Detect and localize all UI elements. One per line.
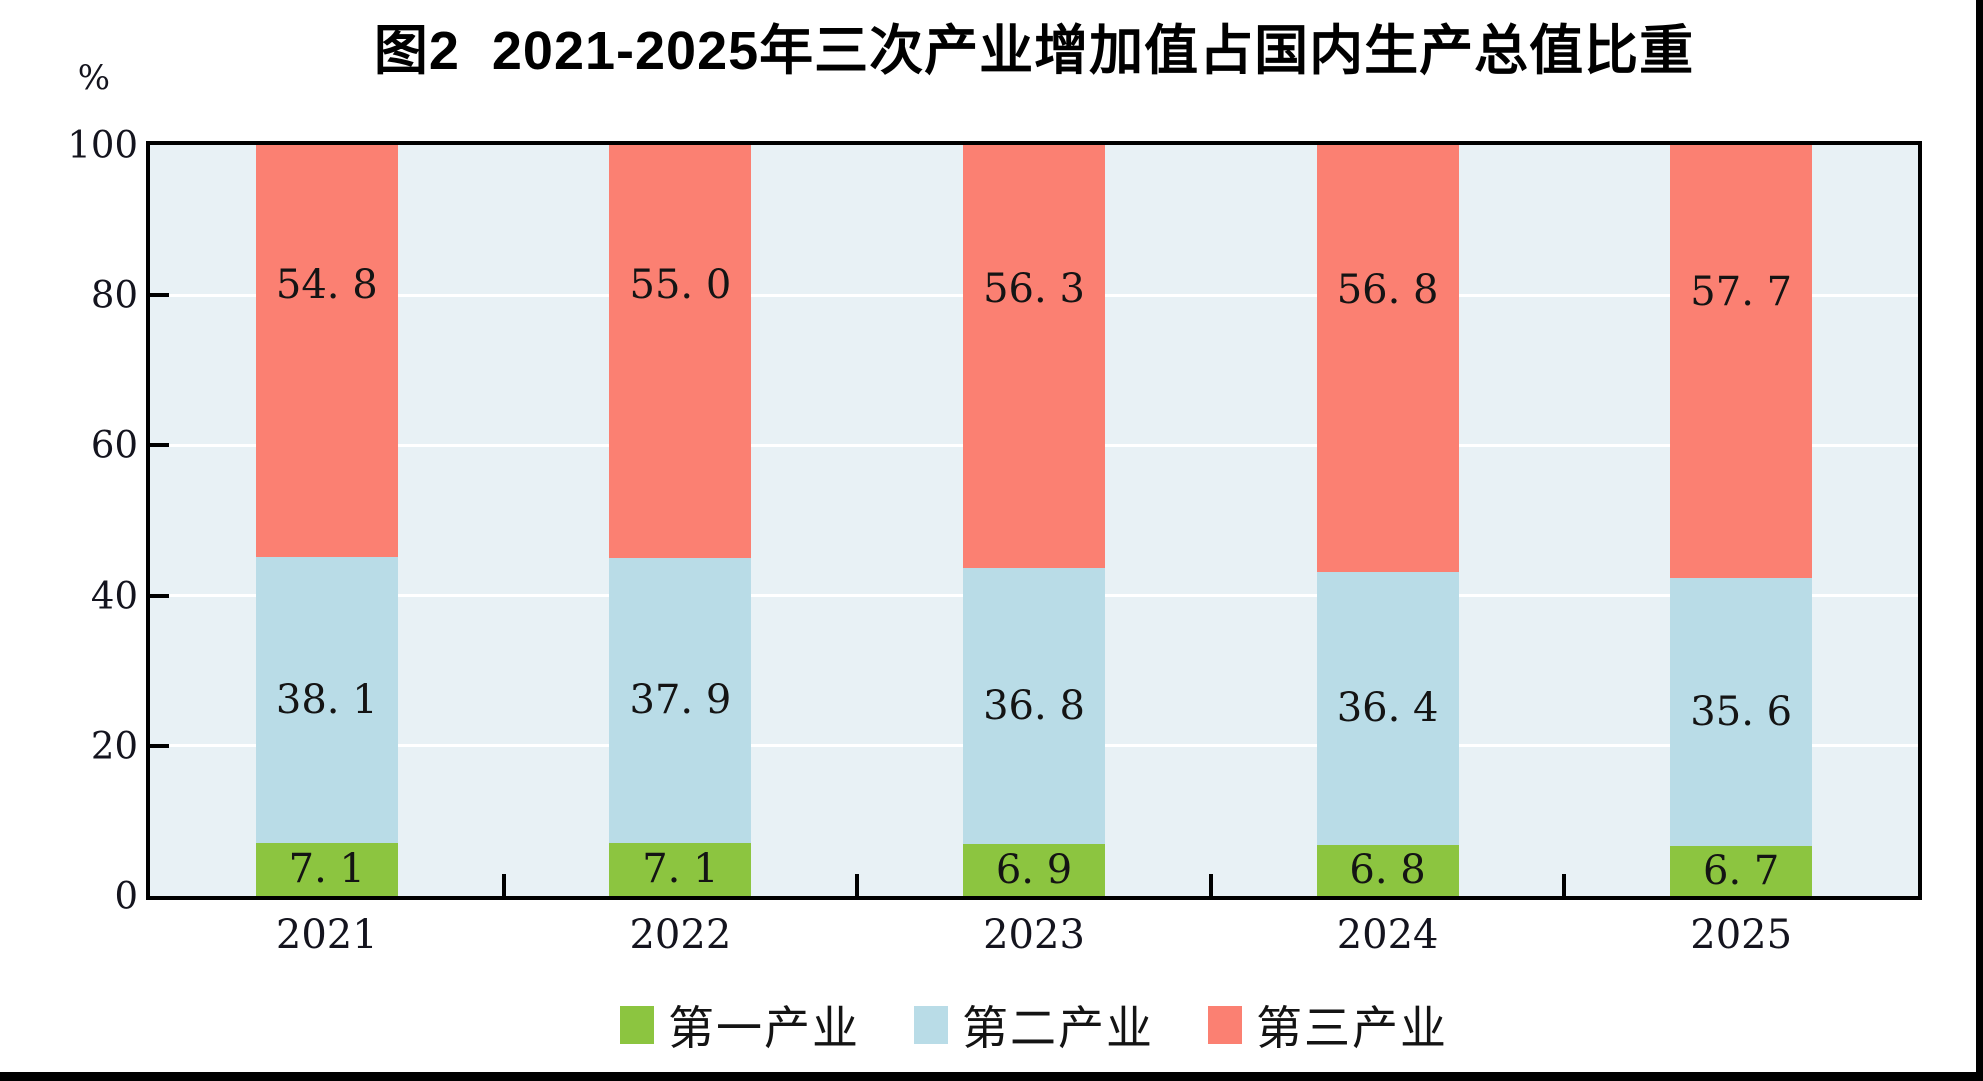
bar-segment-第一产业-2021	[255, 842, 398, 896]
value-label-第二产业-2024: 36. 4	[1336, 685, 1439, 732]
legend-label: 第二产业	[962, 1002, 1154, 1054]
value-label-第二产业-2022: 37. 9	[629, 677, 732, 724]
y-axis-label-40: 40	[90, 574, 138, 618]
legend-item-第三产业: 第三产业	[1208, 992, 1448, 1058]
value-label-第三产业-2021: 54. 8	[275, 261, 378, 308]
value-label-第一产业-2022: 7. 1	[642, 846, 719, 893]
legend: 第一产业 第二产业 第三产业	[150, 992, 1918, 1058]
legend-item-第二产业: 第二产业	[914, 992, 1154, 1058]
y-axis-label-80: 80	[90, 273, 138, 317]
y-axis-label-0: 0	[114, 874, 138, 918]
x-axis-tick-2	[855, 874, 860, 896]
bar-segment-第三产业-2024	[1316, 145, 1459, 572]
x-axis-tick-4	[1562, 874, 1567, 896]
value-label-第一产业-2025: 6. 7	[1703, 847, 1780, 894]
plot-area: 7. 1 38. 1 54. 8 7. 1 37. 9 55. 0 6. 9 36. 8 56.…	[150, 145, 1918, 896]
y-axis-tick-80	[150, 293, 169, 298]
x-axis-label-2023: 2023	[983, 912, 1085, 958]
bar-segment-第一产业-2022	[609, 842, 752, 896]
value-label-第一产业-2024: 6. 8	[1349, 847, 1426, 894]
value-label-第一产业-2023: 6. 9	[995, 847, 1073, 894]
bar-segment-第三产业-2022	[609, 145, 752, 559]
y-axis-label-20: 20	[90, 724, 138, 768]
y-axis-tick-20	[150, 743, 169, 748]
x-axis-label-2025: 2025	[1690, 912, 1793, 958]
value-label-第一产业-2021: 7. 1	[288, 846, 365, 893]
y-axis-tick-60	[150, 443, 169, 448]
bar-segment-第一产业-2025	[1670, 845, 1813, 896]
page-bottom-border	[0, 1072, 1983, 1081]
value-label-第三产业-2023: 56. 3	[983, 265, 1085, 312]
value-label-第二产业-2021: 38. 1	[275, 676, 378, 723]
x-axis-label-2021: 2021	[275, 912, 378, 958]
bar-segment-第一产业-2024	[1316, 844, 1459, 896]
legend-swatch-icon	[620, 1006, 654, 1044]
value-label-第二产业-2025: 35. 6	[1690, 689, 1793, 735]
value-label-第二产业-2023: 36. 8	[983, 682, 1085, 729]
legend-label: 第一产业	[668, 1002, 860, 1054]
bar-segment-第二产业-2025	[1670, 578, 1813, 846]
page-right-border	[1976, 0, 1983, 1081]
x-axis-tick-3	[1208, 874, 1213, 896]
bar-segment-第二产业-2021	[255, 556, 398, 843]
value-label-第三产业-2022: 55. 0	[629, 262, 732, 309]
value-label-第三产业-2025: 57. 7	[1690, 269, 1793, 316]
y-axis-label-100: 100	[67, 123, 138, 167]
legend-swatch-icon	[1208, 1006, 1242, 1044]
bar-segment-第三产业-2025	[1670, 145, 1813, 579]
bar-segment-第三产业-2023	[963, 145, 1105, 568]
bar-segment-第二产业-2024	[1316, 571, 1459, 845]
legend-swatch-icon	[914, 1006, 948, 1044]
legend-item-第一产业: 第一产业	[620, 992, 860, 1058]
bar-segment-第三产业-2021	[255, 145, 398, 557]
value-label-第三产业-2024: 56. 8	[1336, 267, 1439, 314]
y-axis-unit-label: %	[77, 58, 110, 98]
bar-segment-第一产业-2023	[963, 844, 1105, 896]
legend-label: 第三产业	[1256, 1002, 1448, 1054]
y-axis-label-60: 60	[90, 423, 138, 467]
x-axis-label-2022: 2022	[629, 912, 732, 958]
x-axis-tick-1	[501, 874, 506, 896]
chart-title: 图2 2021-2025年三次产业增加值占国内生产总值比重	[373, 21, 1695, 81]
bar-segment-第二产业-2022	[609, 558, 752, 843]
bar-segment-第二产业-2023	[963, 567, 1105, 845]
x-axis-label-2024: 2024	[1336, 912, 1439, 958]
y-axis-tick-40	[150, 593, 169, 598]
